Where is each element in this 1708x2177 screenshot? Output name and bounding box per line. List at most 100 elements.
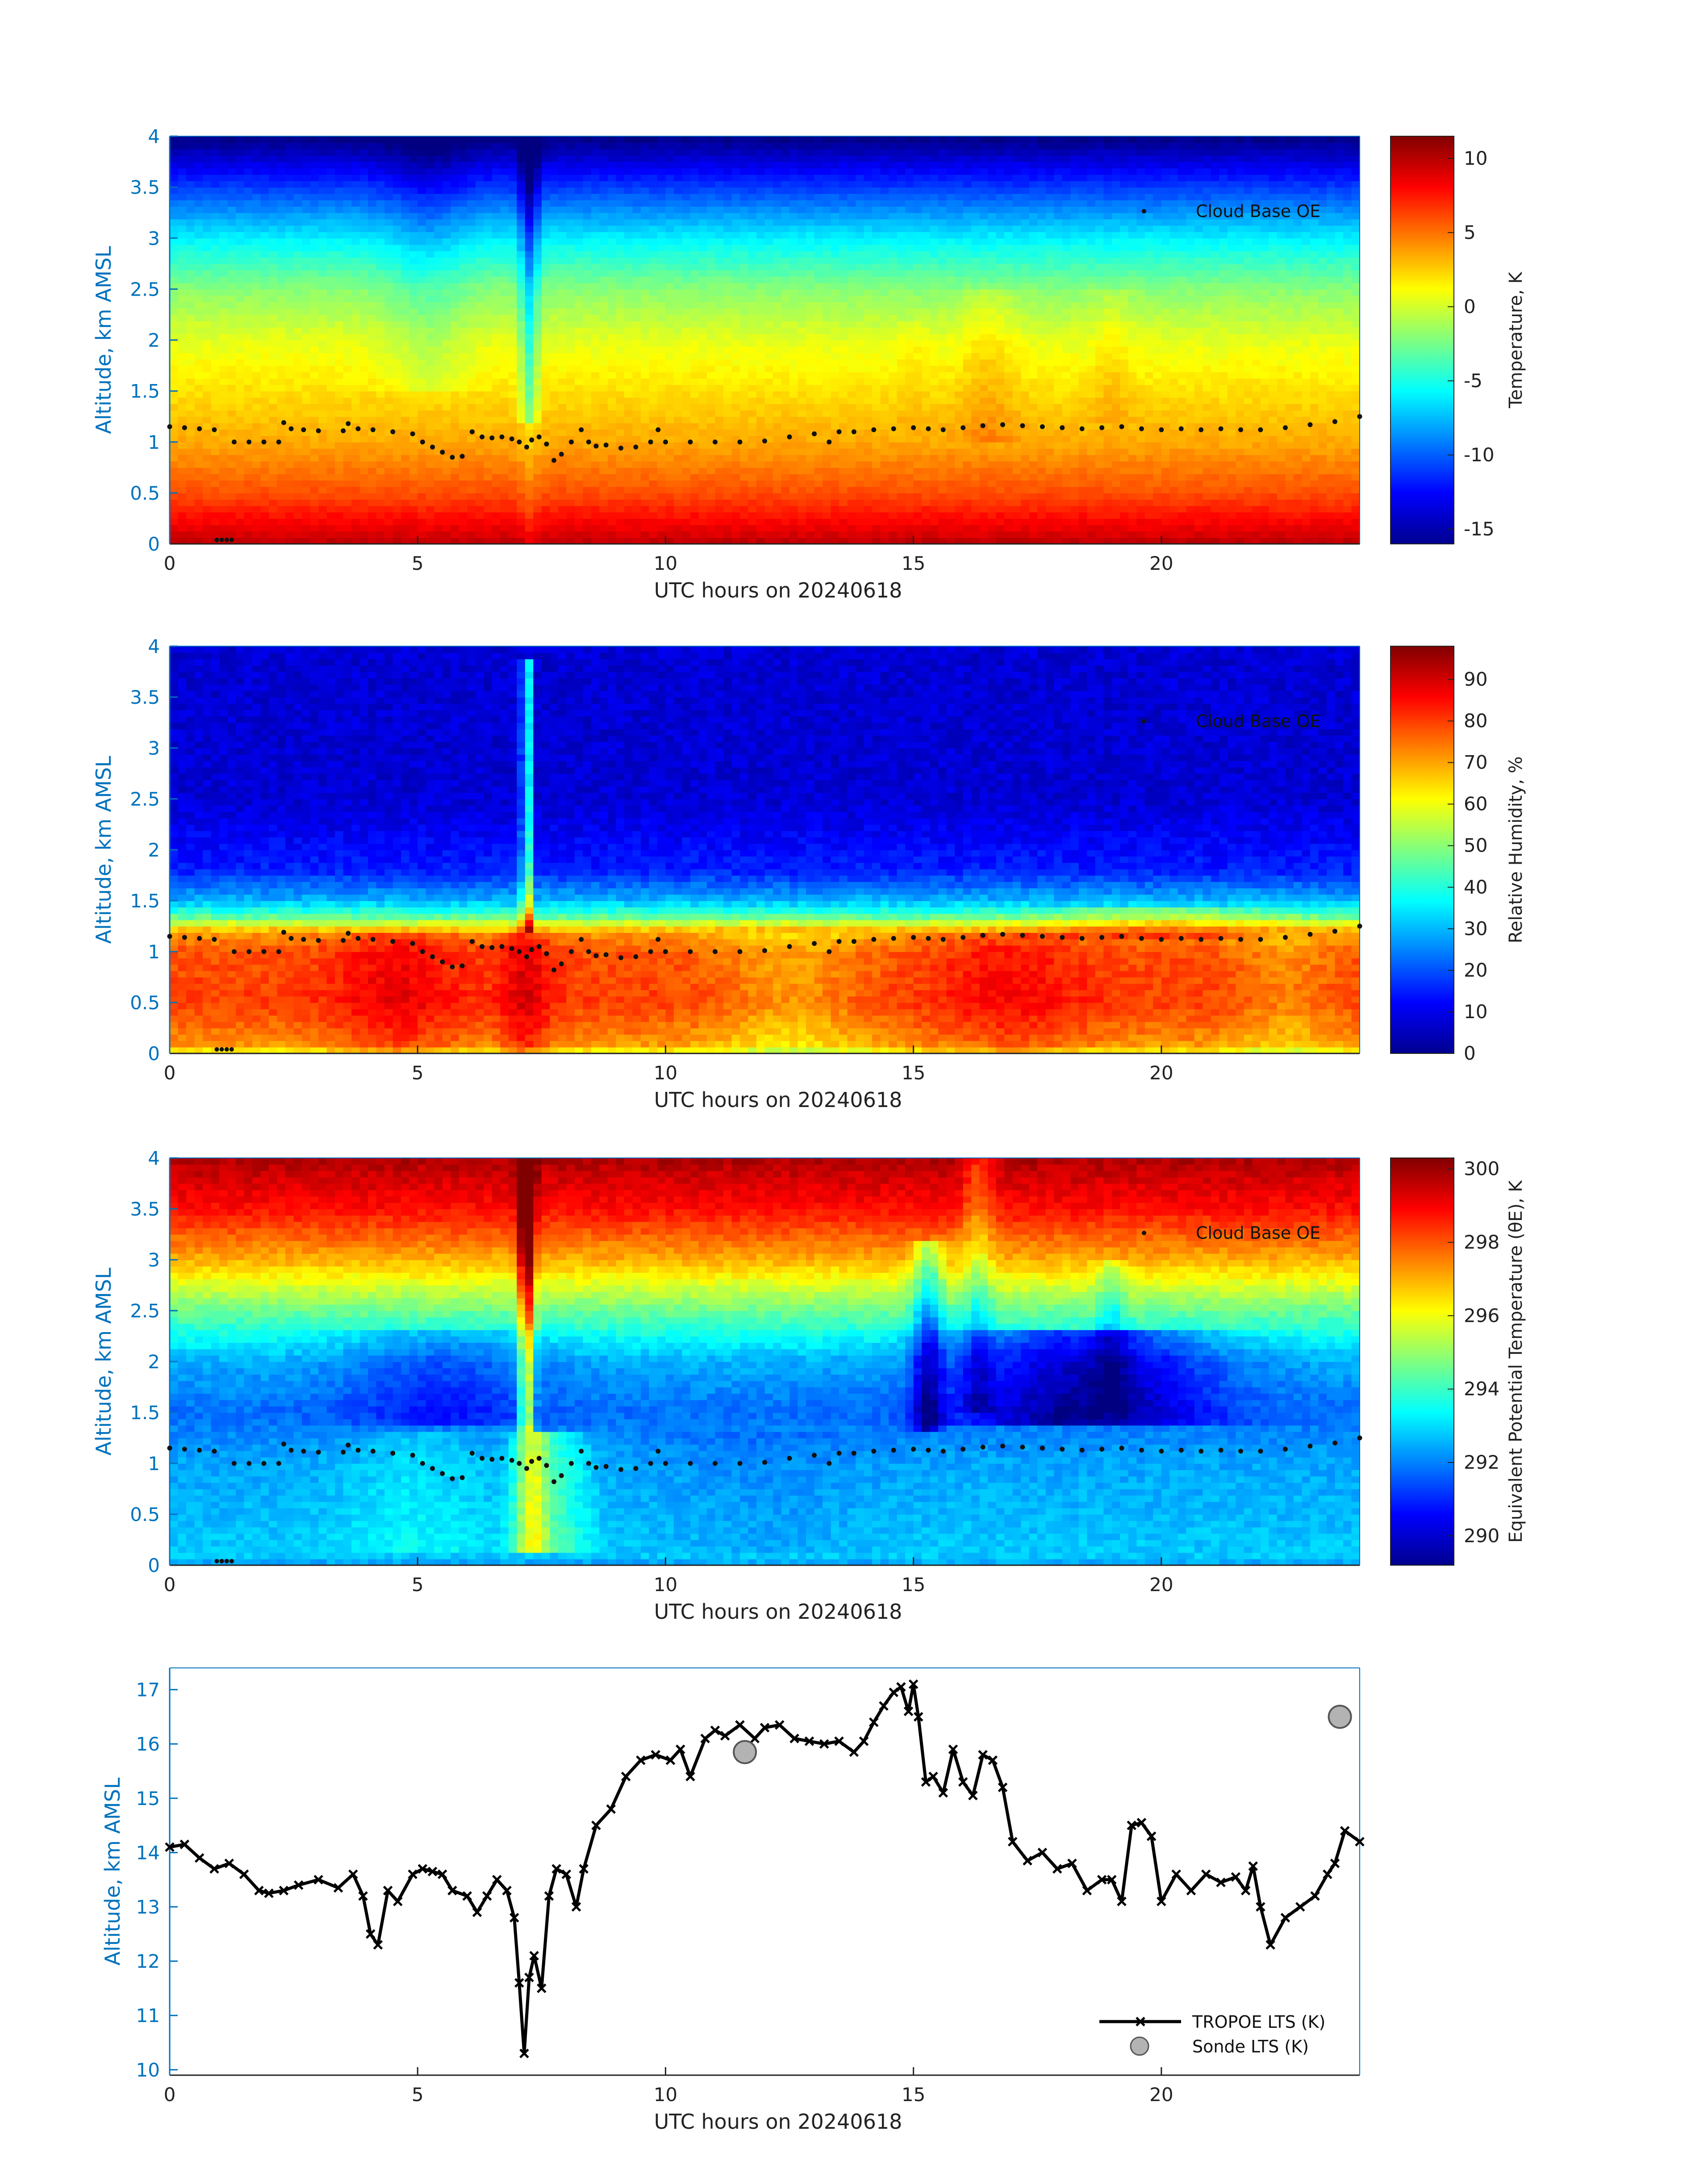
heatmap-cell	[310, 231, 319, 239]
heatmap-cell	[673, 531, 683, 538]
heatmap-cell	[442, 486, 451, 493]
heatmap-cell	[351, 506, 360, 513]
heatmap-cell	[781, 372, 790, 379]
heatmap-cell	[219, 429, 228, 436]
heatmap-cell	[764, 231, 773, 239]
heatmap-cell	[798, 244, 806, 251]
heatmap-cell	[657, 244, 666, 251]
heatmap-cell	[178, 455, 187, 462]
heatmap-cell	[739, 168, 749, 175]
heatmap-cell	[640, 149, 650, 156]
heatmap-cell	[442, 231, 451, 239]
heatmap-cell	[467, 251, 476, 258]
heatmap-cell	[773, 512, 782, 519]
heatmap-cell	[310, 410, 319, 417]
heatmap-cell	[269, 372, 278, 379]
heatmap-cell	[293, 518, 302, 526]
heatmap-cell	[665, 353, 674, 360]
heatmap-cell	[260, 518, 269, 526]
heatmap-cell	[351, 244, 360, 251]
heatmap-cell	[310, 200, 319, 207]
heatmap-cell	[359, 149, 368, 156]
heatmap-cell	[260, 142, 269, 150]
heatmap-cell	[533, 321, 542, 328]
heatmap-cell	[591, 238, 600, 245]
heatmap-cell	[748, 142, 757, 150]
heatmap-cell	[798, 142, 806, 150]
heatmap-cell	[277, 340, 286, 347]
heatmap-cell	[533, 180, 542, 188]
heatmap-cell	[467, 263, 476, 271]
heatmap-cell	[566, 493, 575, 500]
heatmap-cell	[302, 251, 311, 258]
heatmap-cell	[607, 283, 617, 290]
heatmap-cell	[583, 480, 592, 487]
heatmap-cell	[227, 525, 236, 532]
heatmap-cell	[492, 474, 501, 481]
heatmap-cell	[541, 213, 551, 220]
heatmap-cell	[475, 378, 484, 385]
heatmap-cell	[252, 225, 261, 232]
heatmap-cell	[335, 397, 344, 404]
heatmap-cell	[640, 378, 650, 385]
heatmap-cell	[376, 295, 385, 302]
heatmap-cell	[500, 301, 509, 309]
heatmap-cell	[269, 461, 278, 468]
heatmap-cell	[277, 231, 286, 239]
heatmap-cell	[640, 461, 650, 468]
heatmap-cell	[302, 295, 311, 302]
heatmap-cell	[649, 365, 658, 372]
heatmap-cell	[194, 378, 203, 385]
heatmap-cell	[698, 283, 707, 290]
heatmap-cell	[318, 404, 327, 411]
heatmap-cell	[739, 276, 749, 283]
heatmap-cell	[715, 263, 724, 271]
heatmap-cell	[566, 225, 575, 232]
heatmap-cell	[773, 142, 782, 150]
heatmap-cell	[706, 506, 716, 513]
heatmap-cell	[789, 334, 798, 341]
heatmap-cell	[426, 136, 435, 143]
heatmap-cell	[285, 537, 294, 544]
heatmap-cell	[393, 461, 401, 468]
heatmap-cell	[673, 455, 683, 462]
heatmap-cell	[426, 276, 435, 283]
heatmap-cell	[376, 334, 385, 341]
heatmap-cell	[236, 257, 245, 264]
heatmap-cell	[484, 193, 493, 201]
heatmap-cell	[764, 180, 773, 188]
heatmap-cell	[657, 321, 666, 328]
heatmap-cell	[310, 162, 319, 169]
heatmap-cell	[773, 429, 782, 436]
heatmap-cell	[599, 340, 608, 347]
heatmap-cell	[459, 251, 468, 258]
heatmap-cell	[665, 372, 674, 379]
heatmap-cell	[533, 155, 542, 162]
heatmap-cell	[426, 416, 435, 423]
heatmap-cell	[649, 149, 658, 156]
heatmap-cell	[302, 301, 311, 309]
heatmap-cell	[583, 410, 592, 417]
heatmap-cell	[798, 213, 806, 220]
heatmap-cell	[178, 314, 187, 322]
heatmap-cell	[781, 334, 790, 341]
heatmap-cell	[376, 525, 385, 532]
heatmap-cell	[302, 340, 311, 347]
heatmap-cell	[442, 308, 451, 315]
heatmap-cell	[285, 416, 294, 423]
heatmap-cell	[798, 378, 806, 385]
heatmap-cell	[665, 512, 674, 519]
heatmap-cell	[739, 486, 749, 493]
heatmap-cell	[574, 365, 584, 372]
heatmap-cell	[409, 391, 418, 398]
heatmap-cell	[607, 142, 617, 150]
heatmap-cell	[186, 295, 195, 302]
heatmap-cell	[252, 213, 261, 220]
heatmap-cell	[764, 442, 773, 449]
heatmap-cell	[665, 525, 674, 532]
heatmap-cell	[401, 142, 410, 150]
heatmap-cell	[566, 244, 575, 251]
heatmap-cell	[764, 422, 773, 430]
heatmap-cell	[368, 346, 377, 353]
heatmap-cell	[227, 219, 236, 226]
